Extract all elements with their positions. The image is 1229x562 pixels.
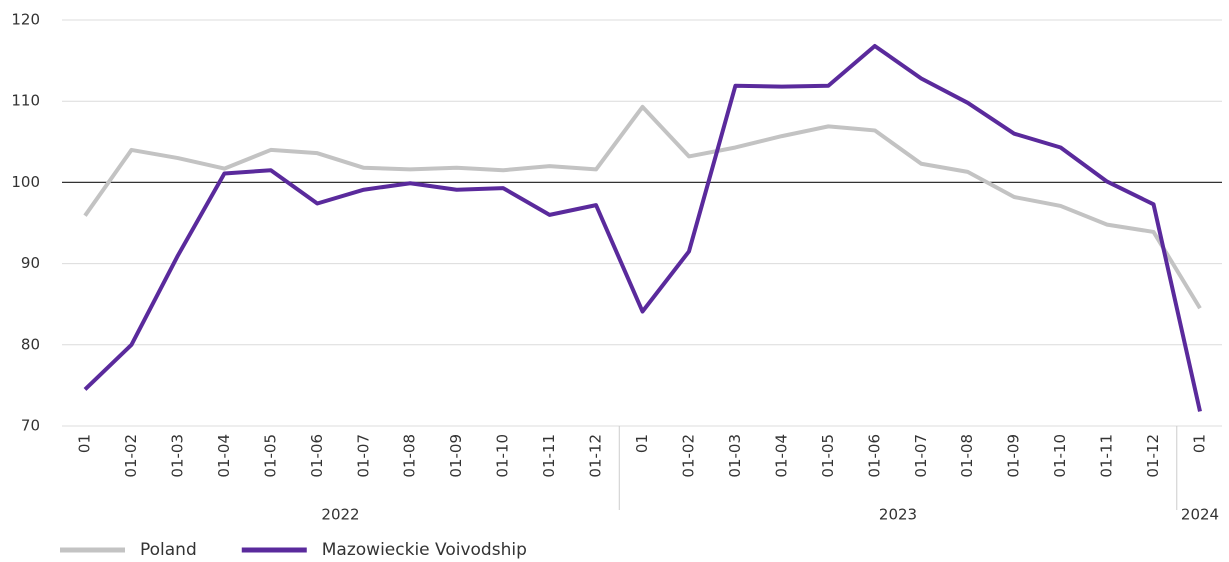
x-tick-label: 01-12 <box>1144 434 1162 478</box>
x-tick-label: 01 <box>633 434 651 453</box>
x-tick-label: 01-06 <box>865 434 883 478</box>
x-tick-label: 01-07 <box>912 434 930 478</box>
y-tick-label: 70 <box>21 417 40 435</box>
legend-label: Mazowieckie Voivodship <box>322 540 527 560</box>
x-tick-label: 01-09 <box>447 434 465 478</box>
x-tick-label: 01-03 <box>726 434 744 478</box>
y-tick-label: 100 <box>11 173 40 191</box>
x-tick-label: 01-06 <box>308 434 326 478</box>
x-tick-label: 01-03 <box>168 434 186 478</box>
x-tick-label: 01-04 <box>772 434 790 478</box>
x-tick-label: 01-04 <box>215 434 233 478</box>
x-tick-label: 01-11 <box>1098 434 1116 478</box>
series-line <box>83 104 1202 310</box>
y-tick-label: 90 <box>21 254 40 272</box>
x-tick-label: 01-12 <box>587 434 605 478</box>
x-tick-label: 01 <box>76 434 94 453</box>
y-tick-label: 80 <box>21 335 40 353</box>
x-tick-label: 01-08 <box>401 434 419 478</box>
x-tick-label: 01-08 <box>958 434 976 478</box>
x-tick-label: 01-10 <box>494 434 512 478</box>
x-group-label: 2024 <box>1181 506 1219 524</box>
x-tick-label: 01-02 <box>122 434 140 478</box>
x-group-label: 2023 <box>879 506 917 524</box>
x-tick-label: 01-09 <box>1005 434 1023 478</box>
series-line <box>83 43 1202 412</box>
x-tick-label: 01-05 <box>261 434 279 478</box>
x-tick-label: 01-02 <box>679 434 697 478</box>
x-tick-label: 01-07 <box>354 434 372 478</box>
x-tick-label: 01-11 <box>540 434 558 478</box>
x-tick-label: 01 <box>1191 434 1209 453</box>
x-tick-label: 01-05 <box>819 434 837 478</box>
y-tick-label: 110 <box>11 92 40 110</box>
legend-label: Poland <box>140 540 197 560</box>
x-tick-label: 01-10 <box>1051 434 1069 478</box>
x-group-label: 2022 <box>321 506 359 524</box>
y-tick-label: 120 <box>11 11 40 29</box>
